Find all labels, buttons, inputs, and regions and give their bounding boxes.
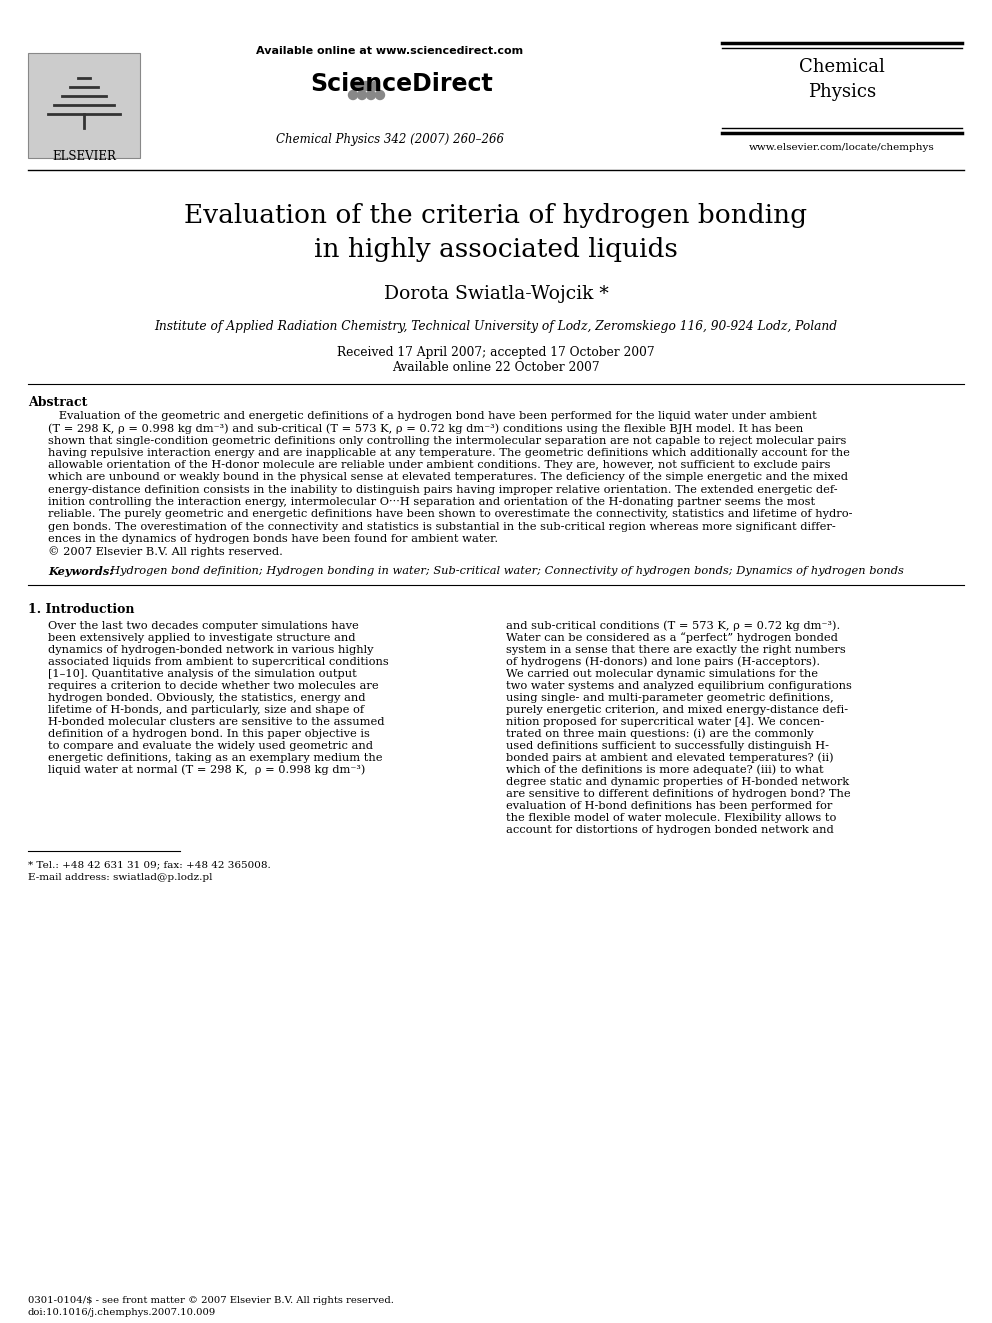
Text: dynamics of hydrogen-bonded network in various highly: dynamics of hydrogen-bonded network in v… [48,644,374,655]
Text: Available online 22 October 2007: Available online 22 October 2007 [392,361,600,374]
Text: Abstract: Abstract [28,396,87,409]
Text: ences in the dynamics of hydrogen bonds have been found for ambient water.: ences in the dynamics of hydrogen bonds … [48,534,498,544]
Text: hydrogen bonded. Obviously, the statistics, energy and: hydrogen bonded. Obviously, the statisti… [48,693,365,703]
Text: 1. Introduction: 1. Introduction [28,602,135,615]
Text: been extensively applied to investigate structure and: been extensively applied to investigate … [48,632,355,643]
Text: Chemical: Chemical [800,58,885,75]
Text: energetic definitions, taking as an exemplary medium the: energetic definitions, taking as an exem… [48,753,383,762]
Text: to compare and evaluate the widely used geometric and: to compare and evaluate the widely used … [48,741,373,750]
Text: lifetime of H-bonds, and particularly, size and shape of: lifetime of H-bonds, and particularly, s… [48,705,364,714]
Text: We carried out molecular dynamic simulations for the: We carried out molecular dynamic simulat… [506,668,818,679]
Text: 0301-0104/$ - see front matter © 2007 Elsevier B.V. All rights reserved.: 0301-0104/$ - see front matter © 2007 El… [28,1297,394,1304]
Bar [28,53,140,157]
Circle shape [348,90,357,99]
Text: H-bonded molecular clusters are sensitive to the assumed: H-bonded molecular clusters are sensitiv… [48,717,385,726]
Text: of hydrogens (H-donors) and lone pairs (H-acceptors).: of hydrogens (H-donors) and lone pairs (… [506,656,820,667]
Text: (T = 298 K, ρ = 0.998 kg dm⁻³) and sub-critical (T = 573 K, ρ = 0.72 kg dm⁻³) co: (T = 298 K, ρ = 0.998 kg dm⁻³) and sub-c… [48,423,804,434]
Text: and sub-critical conditions (T = 573 K, ρ = 0.72 kg dm⁻³).: and sub-critical conditions (T = 573 K, … [506,620,840,631]
Text: Water can be considered as a “perfect” hydrogen bonded: Water can be considered as a “perfect” h… [506,632,838,643]
Text: ScienceDirect: ScienceDirect [310,71,493,97]
Text: Evaluation of the criteria of hydrogen bonding: Evaluation of the criteria of hydrogen b… [185,202,807,228]
Text: two water systems and analyzed equilibrium configurations: two water systems and analyzed equilibri… [506,680,852,691]
Circle shape [357,90,366,99]
Text: reliable. The purely geometric and energetic definitions have been shown to over: reliable. The purely geometric and energ… [48,509,852,520]
Text: Keywords:: Keywords: [48,566,113,577]
Circle shape [352,82,361,90]
Text: * Tel.: +48 42 631 31 09; fax: +48 42 365008.: * Tel.: +48 42 631 31 09; fax: +48 42 36… [28,860,271,869]
Text: energy-distance definition consists in the inability to distinguish pairs having: energy-distance definition consists in t… [48,484,837,495]
Text: www.elsevier.com/locate/chemphys: www.elsevier.com/locate/chemphys [749,143,934,152]
Circle shape [370,82,380,90]
Text: Available online at www.sciencedirect.com: Available online at www.sciencedirect.co… [257,46,524,56]
Circle shape [376,90,385,99]
Text: Physics: Physics [807,83,876,101]
Text: allowable orientation of the H-donor molecule are reliable under ambient conditi: allowable orientation of the H-donor mol… [48,460,830,470]
Text: shown that single-condition geometric definitions only controlling the intermole: shown that single-condition geometric de… [48,435,846,446]
Circle shape [366,90,376,99]
Text: Evaluation of the geometric and energetic definitions of a hydrogen bond have be: Evaluation of the geometric and energeti… [48,411,816,421]
Text: the flexible model of water molecule. Flexibility allows to: the flexible model of water molecule. Fl… [506,812,836,823]
Text: which of the definitions is more adequate? (iii) to what: which of the definitions is more adequat… [506,765,823,775]
Text: bonded pairs at ambient and elevated temperatures? (ii): bonded pairs at ambient and elevated tem… [506,753,833,763]
Text: used definitions sufficient to successfully distinguish H-: used definitions sufficient to successfu… [506,741,829,750]
Text: nition proposed for supercritical water [4]. We concen-: nition proposed for supercritical water … [506,717,824,726]
Text: Dorota Swiatla-Wojcik *: Dorota Swiatla-Wojcik * [384,284,608,303]
Text: Institute of Applied Radiation Chemistry, Technical University of Lodz, Zeromski: Institute of Applied Radiation Chemistry… [155,320,837,333]
Text: trated on three main questions: (i) are the commonly: trated on three main questions: (i) are … [506,729,813,740]
Text: Hydrogen bond definition; Hydrogen bonding in water; Sub-critical water; Connect: Hydrogen bond definition; Hydrogen bondi… [103,566,904,576]
Text: having repulsive interaction energy and are inapplicable at any temperature. The: having repulsive interaction energy and … [48,448,850,458]
Text: Over the last two decades computer simulations have: Over the last two decades computer simul… [48,620,359,631]
Text: doi:10.1016/j.chemphys.2007.10.009: doi:10.1016/j.chemphys.2007.10.009 [28,1308,216,1316]
Text: system in a sense that there are exactly the right numbers: system in a sense that there are exactly… [506,644,846,655]
Text: definition of a hydrogen bond. In this paper objective is: definition of a hydrogen bond. In this p… [48,729,370,738]
Text: Received 17 April 2007; accepted 17 October 2007: Received 17 April 2007; accepted 17 Octo… [337,347,655,359]
Text: E-mail address: swiatlad@p.lodz.pl: E-mail address: swiatlad@p.lodz.pl [28,873,212,881]
Text: are sensitive to different definitions of hydrogen bond? The: are sensitive to different definitions o… [506,789,850,799]
Text: gen bonds. The overestimation of the connectivity and statistics is substantial : gen bonds. The overestimation of the con… [48,521,835,532]
Text: purely energetic criterion, and mixed energy-distance defi-: purely energetic criterion, and mixed en… [506,705,848,714]
Text: using single- and multi-parameter geometric definitions,: using single- and multi-parameter geomet… [506,693,833,703]
Text: [1–10]. Quantitative analysis of the simulation output: [1–10]. Quantitative analysis of the sim… [48,668,357,679]
Text: evaluation of H-bond definitions has been performed for: evaluation of H-bond definitions has bee… [506,800,832,811]
Text: in highly associated liquids: in highly associated liquids [314,237,678,262]
Text: ELSEVIER: ELSEVIER [52,149,116,163]
Text: degree static and dynamic properties of H-bonded network: degree static and dynamic properties of … [506,777,849,787]
Text: Chemical Physics 342 (2007) 260–266: Chemical Physics 342 (2007) 260–266 [276,134,504,146]
Text: which are unbound or weakly bound in the physical sense at elevated temperatures: which are unbound or weakly bound in the… [48,472,848,483]
Text: © 2007 Elsevier B.V. All rights reserved.: © 2007 Elsevier B.V. All rights reserved… [48,546,283,557]
Text: account for distortions of hydrogen bonded network and: account for distortions of hydrogen bond… [506,824,833,835]
Circle shape [361,82,370,90]
Text: liquid water at normal (T = 298 K,  ρ = 0.998 kg dm⁻³): liquid water at normal (T = 298 K, ρ = 0… [48,765,365,775]
Text: requires a criterion to decide whether two molecules are: requires a criterion to decide whether t… [48,680,379,691]
Text: associated liquids from ambient to supercritical conditions: associated liquids from ambient to super… [48,656,389,667]
Text: inition controlling the interaction energy, intermolecular O···H separation and : inition controlling the interaction ener… [48,497,815,507]
